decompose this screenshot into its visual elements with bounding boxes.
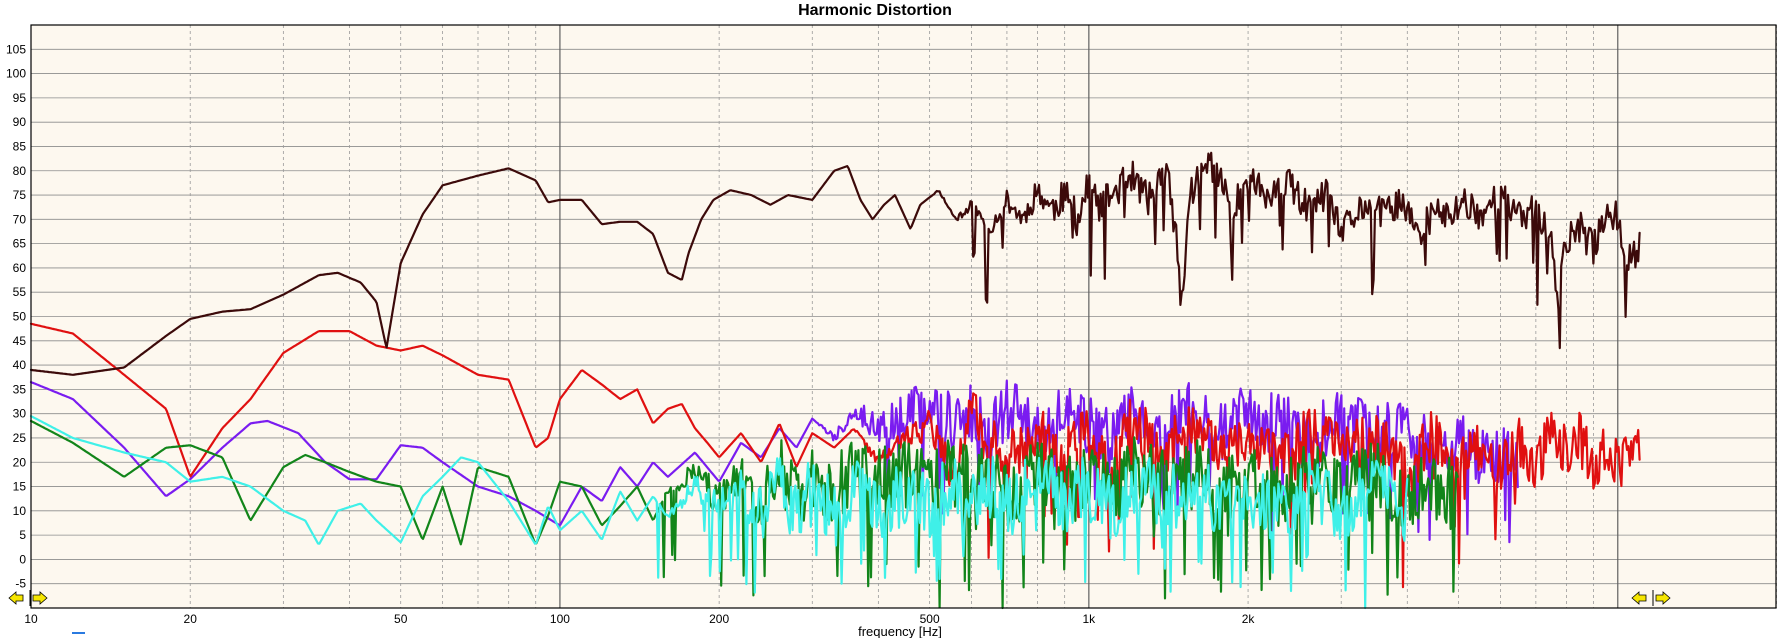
cursor-right-arrow-icon[interactable] xyxy=(1655,591,1671,605)
y-tick-label: 45 xyxy=(13,334,27,348)
y-tick-label: 95 xyxy=(13,91,27,105)
right-cursor-marker[interactable] xyxy=(1631,590,1671,606)
y-tick-label: 105 xyxy=(6,42,26,56)
series-line xyxy=(29,322,1641,589)
y-tick-label: 20 xyxy=(13,455,27,469)
x-tick-label: 10 xyxy=(24,612,38,626)
y-tick-label: 0 xyxy=(19,552,26,566)
x-axis-ticks: 10 20 50 100 200 500 1k 2k xyxy=(24,612,1255,626)
y-tick-label: 10 xyxy=(13,504,27,518)
y-tick-label: 25 xyxy=(13,431,27,445)
cursor-left-arrow-icon[interactable] xyxy=(1631,591,1647,605)
y-tick-label: 5 xyxy=(19,528,26,542)
grid-lines xyxy=(31,25,1777,608)
y-tick-label: 60 xyxy=(13,261,27,275)
x-tick-label: 200 xyxy=(709,612,729,626)
y-tick-label: 15 xyxy=(13,480,27,494)
y-tick-label: 30 xyxy=(13,407,27,421)
y-tick-label: 85 xyxy=(13,139,27,153)
x-tick-label: 20 xyxy=(184,612,198,626)
x-tick-label: 1k xyxy=(1083,612,1097,626)
y-tick-label: 100 xyxy=(6,67,26,81)
x-tick-label: 50 xyxy=(394,612,408,626)
y-tick-label: 35 xyxy=(13,382,27,396)
y-tick-label: 70 xyxy=(13,212,27,226)
x-axis-label: frequency [Hz] xyxy=(858,624,942,638)
chart-title: Harmonic Distortion xyxy=(798,2,952,19)
y-axis-ticks: -5 0 5 10 15 20 25 30 35 40 45 50 55 60 65 70 75 80 85 90 95… xyxy=(6,42,26,590)
y-tick-label: 40 xyxy=(13,358,27,372)
y-tick-label: 55 xyxy=(13,285,27,299)
y-tick-label: 50 xyxy=(13,310,27,324)
y-tick-label: 90 xyxy=(13,115,27,129)
y-tick-label: 75 xyxy=(13,188,27,202)
plot-frame xyxy=(30,24,1777,609)
y-tick-label: 80 xyxy=(13,164,27,178)
series-line xyxy=(29,415,1409,610)
y-tick-label: 65 xyxy=(13,237,27,251)
cursor-right-arrow-icon[interactable] xyxy=(32,591,48,605)
x-tick-label: 2k xyxy=(1242,612,1256,626)
cursor-left-arrow-icon[interactable] xyxy=(8,591,24,605)
y-tick-label: -5 xyxy=(15,577,26,591)
left-cursor-marker[interactable] xyxy=(8,590,48,606)
series-layer xyxy=(29,151,1641,610)
x-tick-label: 500 xyxy=(920,612,940,626)
series-line xyxy=(29,151,1641,376)
x-tick-label: 100 xyxy=(550,612,570,626)
